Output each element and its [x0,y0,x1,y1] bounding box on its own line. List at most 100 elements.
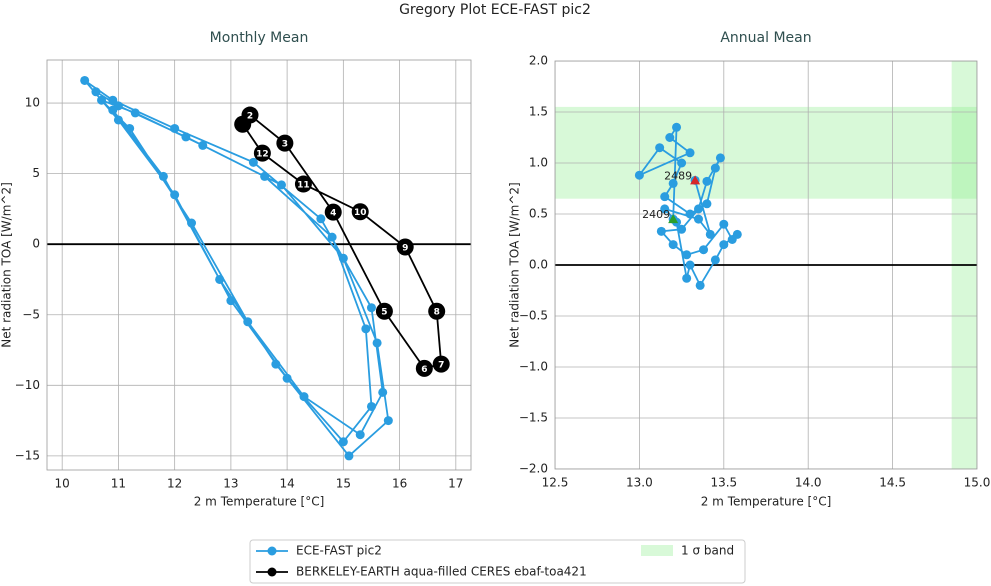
data-point [710,255,720,265]
annotation-marker [668,214,679,224]
data-point [294,175,312,193]
data-point [668,178,678,188]
data-point [248,157,258,167]
y-axis-label: Net radiation TOA [W/m^2] [508,182,522,348]
x-tick-label: 16 [392,477,407,491]
x-tick-label: 15 [336,477,351,491]
data-point [699,245,709,255]
y-tick-label: 2.0 [529,54,548,68]
data-point [355,430,365,440]
data-point [108,105,118,115]
data-point [693,214,703,224]
data-point [158,171,168,181]
data-point [170,123,180,133]
data-point [634,170,644,180]
data-point [198,140,208,150]
data-point [378,387,388,397]
subplot-title: Monthly Mean [210,30,309,46]
data-point [682,273,692,283]
data-point [338,437,348,447]
y-tick-label: 5 [32,166,40,180]
data-point [685,209,695,219]
data-point [702,176,712,186]
point-label: 2 [247,112,253,122]
data-point [108,95,118,105]
data-point [732,229,742,239]
data-point [702,199,712,209]
data-point [372,338,382,348]
x-tick-label: 13 [223,477,238,491]
x-tick-label: 14.5 [879,476,906,490]
legend-label: 1 σ band [681,544,734,558]
point-label: 12 [256,150,269,160]
legend-box [249,539,746,584]
data-point [375,302,393,320]
data-point [324,203,342,221]
legend-label: ECE-FAST pic2 [296,544,382,558]
data-point [366,303,376,313]
data-point [695,280,705,290]
point-label: 8 [434,308,440,318]
x-tick-label: 12.5 [542,476,569,490]
data-point [282,373,292,383]
data-point [187,218,197,228]
y-tick-label: 0.0 [529,258,548,272]
legend-marker [267,567,277,577]
data-point [238,119,248,129]
y-tick-label: −1.0 [519,360,548,374]
x-tick-label: 13.5 [710,476,737,490]
data-point [125,123,135,133]
point-label: 7 [438,361,444,371]
data-point [655,143,665,153]
data-point [253,144,271,162]
point-label: 4 [330,209,336,219]
data-point [226,296,236,306]
data-point [665,133,675,142]
x-tick-label: 17 [448,477,463,491]
data-point [677,224,687,234]
data-point [428,302,446,320]
y-tick-label: −0.5 [519,309,548,323]
data-point [113,115,123,125]
data-point [80,75,90,85]
data-point [327,232,337,242]
data-point [677,158,687,168]
data-point [215,274,225,284]
x-tick-label: 14.0 [795,476,822,490]
data-point [660,192,670,202]
y-tick-label: 10 [25,96,40,110]
data-point [276,180,286,190]
data-point [415,359,433,377]
data-point [432,355,450,373]
data-point [383,416,393,426]
data-point [719,219,729,229]
point-label: 6 [421,365,427,375]
point-label: 5 [381,308,387,318]
point-label: 10 [354,208,367,218]
plot-area: 123456789101112 [47,60,471,470]
data-point [656,226,666,236]
y-tick-label: −2.0 [519,462,548,476]
x-tick-label: 10 [55,477,70,491]
data-point [241,106,259,124]
x-tick-label: 11 [111,477,126,491]
data-point [351,203,369,221]
data-point [170,190,180,200]
x-axis-label: 2 m Temperature [°C] [701,495,832,509]
data-point [276,134,294,152]
annotation: 2409 [642,208,670,221]
axes-frame [46,59,472,471]
y-tick-label: −10 [15,378,40,392]
data-point [660,204,670,214]
data-point [396,238,414,256]
data-point [685,148,695,158]
y-tick-label: 1.0 [529,156,548,170]
y-tick-label: 1.5 [529,105,548,119]
data-point [181,132,191,142]
axes-frame [554,60,978,470]
y-tick-label: 0.5 [529,207,548,221]
data-point [715,153,725,163]
data-point [361,324,371,334]
data-point [316,214,326,224]
